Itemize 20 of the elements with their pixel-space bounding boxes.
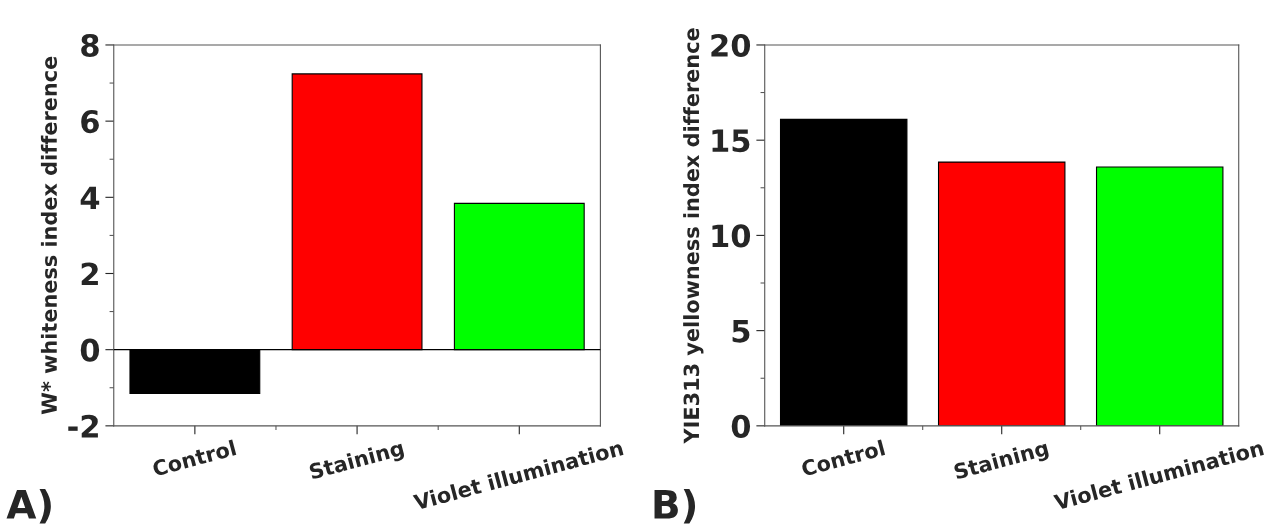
x-tick-label: Staining: [953, 439, 1050, 484]
bar: [779, 118, 908, 426]
text: B): [654, 488, 696, 524]
y-tick-label: 0: [731, 414, 751, 438]
y-tick-label: -2: [68, 414, 98, 438]
y-tick-label: 15: [712, 129, 750, 153]
x-tick-label: Staining: [308, 439, 406, 484]
y-tick-label: 10: [712, 224, 751, 248]
bar: [937, 161, 1066, 426]
y-tick-label: 6: [81, 110, 99, 134]
y-tick-label: 5: [732, 319, 750, 343]
y-axis-title: W* whiteness index difference: [40, 56, 58, 415]
y-axis-title: YIE313 yellowness index difference: [683, 28, 704, 444]
bar: [1095, 166, 1224, 426]
y-tick-label: 2: [81, 262, 98, 286]
text: A): [6, 488, 51, 524]
y-tick-label: 8: [81, 33, 99, 58]
y-tick-label: 0: [80, 338, 100, 362]
y-tick-label: 4: [80, 186, 100, 209]
y-tick-label: 20: [711, 33, 751, 58]
